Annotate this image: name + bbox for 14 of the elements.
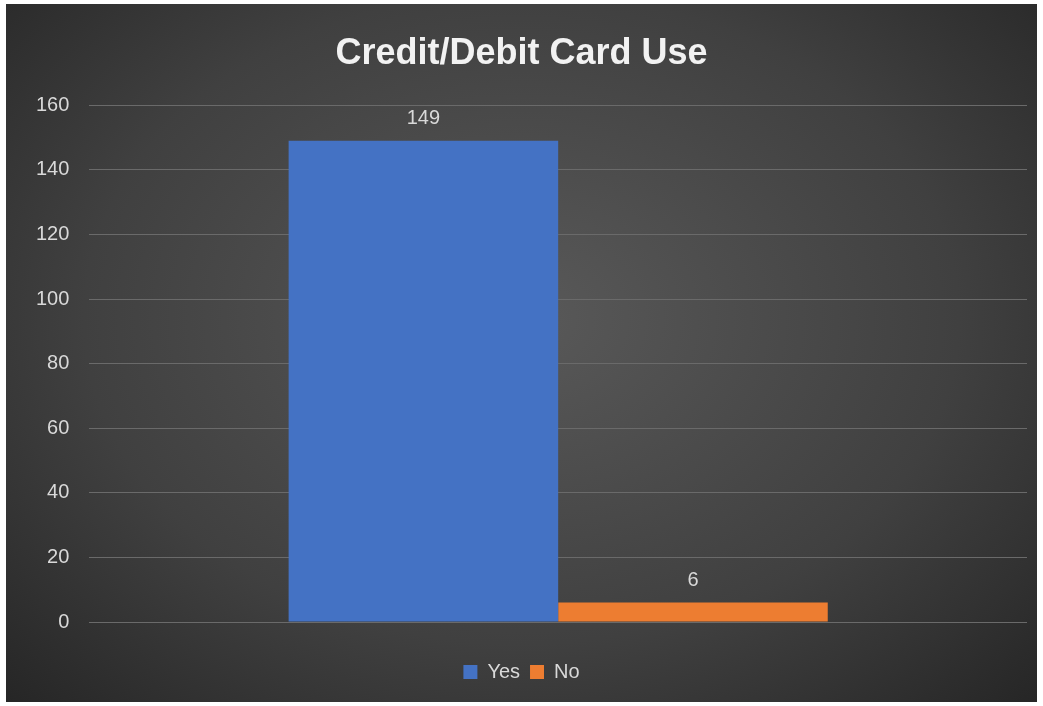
y-tick-label: 20 xyxy=(47,544,70,567)
y-tick-label: 0 xyxy=(58,609,70,632)
data-label: 149 xyxy=(406,106,441,129)
y-tick-label: 100 xyxy=(35,286,70,309)
y-tick-label: 140 xyxy=(35,157,70,180)
y-tick-label: 160 xyxy=(35,92,70,115)
y-tick-label: 60 xyxy=(47,415,70,438)
y-tick-label: 40 xyxy=(47,480,70,503)
chart-title: Credit/Debit Card Use xyxy=(335,30,708,72)
legend-label: No xyxy=(554,659,580,682)
y-tick-label: 120 xyxy=(35,221,70,244)
data-label: 6 xyxy=(687,568,699,591)
y-tick-label: 80 xyxy=(47,351,70,374)
legend-label: Yes xyxy=(487,659,521,682)
